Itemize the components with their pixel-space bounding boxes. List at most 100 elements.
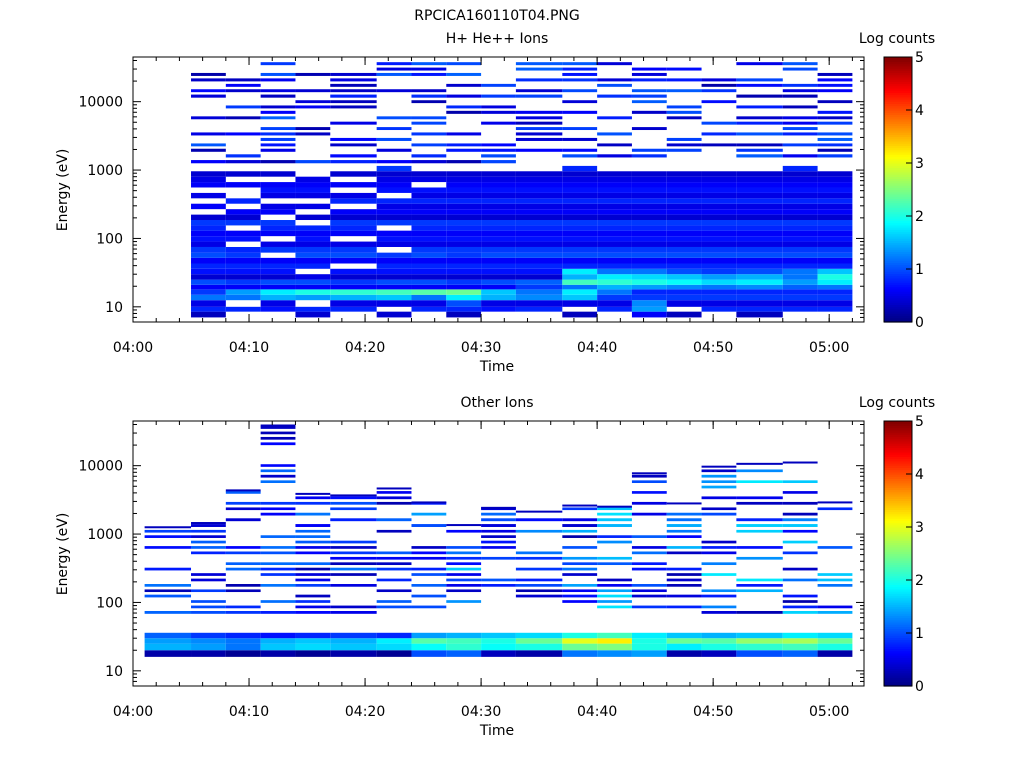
heatmap-cell [597, 257, 632, 264]
y-tick-label: 10 [105, 664, 123, 680]
heatmap-cell [376, 72, 412, 76]
colorbar-segment [884, 546, 912, 550]
heatmap-cell [144, 546, 192, 549]
heatmap-cell [446, 176, 482, 183]
heatmap-cell [782, 600, 818, 603]
heatmap-cell [191, 176, 226, 183]
heatmap-cell [782, 594, 818, 598]
colorbar-segment [884, 480, 912, 484]
heatmap-cell [260, 650, 296, 657]
heatmap-cell [481, 105, 516, 109]
heatmap-cell [376, 632, 412, 639]
colorbar-segment [884, 156, 912, 160]
heatmap-cell [817, 241, 853, 247]
heatmap-cell [701, 83, 737, 87]
heatmap-cell [701, 203, 737, 210]
x-tick-label: 04:10 [229, 704, 269, 720]
colorbar-segment [884, 551, 912, 555]
heatmap-cell [736, 284, 783, 290]
colorbar-segment [884, 644, 912, 647]
colorbar-segment [884, 257, 912, 261]
heatmap-cell [295, 192, 331, 199]
heatmap-cell [191, 203, 226, 210]
heatmap-cell [701, 279, 737, 285]
heatmap-cell [736, 518, 783, 522]
heatmap-cell [736, 501, 783, 505]
y-axis-label: Energy (eV) [55, 513, 71, 596]
colorbar-frame [883, 420, 913, 687]
heatmap-cell [817, 300, 853, 307]
heatmap-cell [330, 257, 377, 264]
heatmap-cell [666, 89, 702, 93]
colorbar-segment [884, 308, 912, 312]
heatmap-cell [701, 132, 737, 136]
heatmap-cell [701, 480, 737, 484]
heatmap-cell [376, 491, 412, 494]
heatmap-cell [562, 67, 598, 71]
heatmap-cell [191, 306, 226, 312]
heatmap-cell [562, 176, 598, 183]
heatmap-cell [260, 512, 296, 516]
heatmap-cell [782, 650, 818, 657]
heatmap-cell [666, 187, 702, 193]
heatmap-cell [736, 638, 783, 644]
heatmap-cell [631, 89, 667, 93]
heatmap-cell [295, 127, 331, 131]
colorbar-frame [883, 56, 913, 323]
colorbar-segment [884, 313, 912, 316]
heatmap-cell [260, 424, 296, 427]
heatmap-cell [736, 182, 783, 188]
heatmap-cell [144, 594, 192, 598]
heatmap-cell [701, 268, 737, 275]
heatmap-cell [782, 605, 818, 609]
heatmap-cell [225, 551, 261, 555]
heatmap-cell [515, 127, 563, 131]
colorbar-segment [884, 76, 912, 80]
heatmap-cell [330, 584, 377, 587]
heatmap-cell [260, 480, 296, 484]
colorbar-segment [884, 107, 912, 111]
heatmap-cell [225, 268, 261, 275]
heatmap-cell [446, 83, 482, 87]
heatmap-cell [295, 578, 331, 582]
heatmap-cell [701, 209, 737, 215]
heatmap-cell [736, 203, 783, 210]
heatmap-cell [260, 203, 296, 210]
heatmap-cell [144, 610, 192, 614]
heatmap-cell [736, 279, 783, 285]
colorbar-segment [884, 663, 912, 667]
heatmap-cell [631, 284, 667, 290]
heatmap-cell [260, 78, 296, 82]
colorbar-segment [884, 454, 912, 457]
heatmap-cell [376, 284, 412, 290]
colorbar-segment [884, 633, 912, 636]
heatmap-cell [411, 176, 447, 183]
colorbar-segment [884, 562, 912, 566]
heatmap-cell [446, 632, 482, 639]
heatmap-cell [376, 187, 412, 193]
colorbar-segment [884, 602, 912, 605]
heatmap-cell [411, 198, 447, 204]
heatmap-cell [260, 230, 296, 237]
heatmap-cell [782, 632, 818, 639]
colorbar-segment [884, 118, 912, 122]
colorbar-segment [884, 167, 912, 171]
heatmap-cell [782, 268, 818, 275]
heatmap-cell [782, 230, 818, 237]
colorbar-segment [884, 154, 912, 157]
heatmap-cell [330, 89, 377, 93]
heatmap-cell [736, 116, 783, 120]
heatmap-cell [260, 263, 296, 269]
heatmap-cell [295, 643, 331, 651]
colorbar-segment [884, 571, 912, 574]
heatmap-cell [330, 241, 377, 247]
heatmap-cell [666, 225, 702, 231]
heatmap-cell [411, 643, 447, 651]
heatmap-cell [330, 83, 377, 87]
colorbar-segment [884, 57, 912, 60]
heatmap-cell [666, 214, 702, 221]
heatmap-cell [446, 268, 482, 275]
heatmap-cell [446, 567, 482, 571]
heatmap-cell [411, 268, 447, 275]
heatmap-cell [817, 257, 853, 264]
